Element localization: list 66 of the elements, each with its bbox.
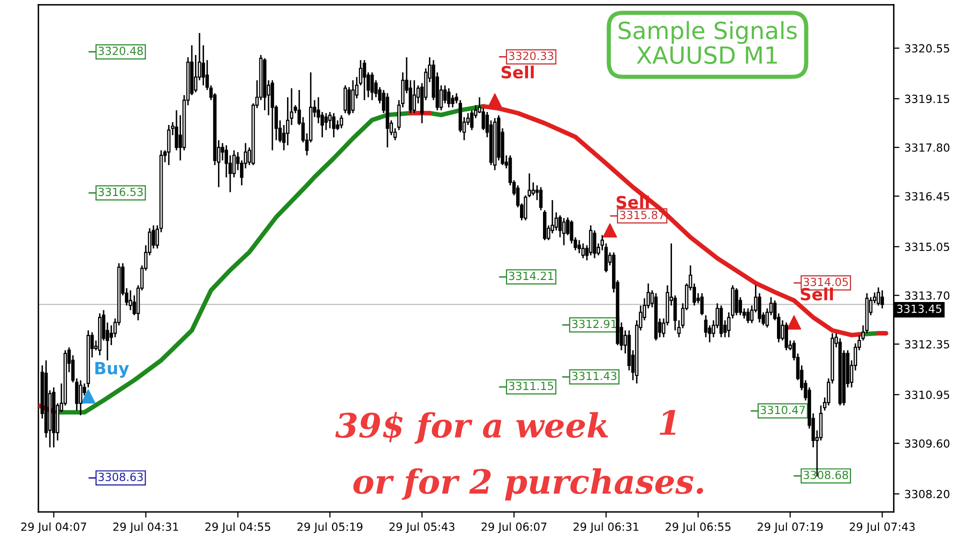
- y-tick-label: 3319.15: [905, 94, 950, 104]
- series-label: Buy: [95, 362, 129, 378]
- annotation: 3311.15: [509, 382, 554, 390]
- candlestick: [351, 80, 355, 114]
- annotation: 3314.05: [804, 278, 848, 286]
- annotation: 3310.47: [760, 406, 805, 414]
- candlestick: [78, 380, 82, 416]
- x-tick-label: 29 Jul 04:07: [21, 522, 86, 534]
- candlestick: [784, 322, 788, 351]
- x-tick-label: 29 Jul 07:43: [850, 522, 915, 534]
- candlestick: [578, 239, 581, 254]
- x-tick-label: 29 Jul 04:55: [205, 522, 270, 534]
- x-tick-label: 29 Jul 05:19: [297, 522, 362, 534]
- annotation: 39$ for a week: [335, 412, 608, 444]
- y-tick-label: 3312.35: [905, 340, 950, 348]
- candlestick: [362, 59, 366, 101]
- candlestick: [450, 94, 454, 108]
- x-tick-label: 29 Jul 06:55: [666, 522, 730, 534]
- candlestick: [412, 80, 416, 114]
- text: Sell: [502, 66, 534, 79]
- y-tick-label: 3315.05: [905, 242, 950, 252]
- candlestick: [532, 182, 535, 196]
- candlestick: [592, 230, 596, 259]
- candlestick: [324, 112, 328, 131]
- y-tick-label: 3313.70: [905, 291, 950, 300]
- annotation: 3320.48: [98, 46, 143, 56]
- y-tick-label: 3308.20: [905, 490, 950, 498]
- annotation: 3308.68: [804, 470, 848, 480]
- x-tick-label: 29 Jul 05:43: [389, 522, 454, 534]
- candlestick: [700, 292, 704, 316]
- annotation: 3316.53: [98, 188, 143, 196]
- x-tick-label: 29 Jul 04:31: [113, 522, 178, 534]
- x-tick-label: 29 Jul 06:31: [574, 522, 638, 534]
- candlestick: [447, 88, 451, 108]
- series-label: Sell: [800, 288, 833, 300]
- annotation: 3308.63: [98, 472, 143, 482]
- ref-line-label: 3313.45: [897, 304, 942, 314]
- candlestick: [880, 290, 884, 310]
- y-tick-label: 3320.55: [905, 44, 950, 53]
- x-tick-label: 29 Jul 06:07: [482, 522, 546, 534]
- annotation: 3311.43: [572, 372, 616, 380]
- annotation: 3320.33: [509, 52, 554, 60]
- candlestick: [128, 290, 132, 311]
- annotation: 1: [660, 410, 676, 435]
- candlestick: [581, 242, 585, 259]
- annotation: 3314.21: [509, 272, 554, 280]
- annotation: or for 2 purchases.: [353, 468, 704, 501]
- y-tick-label: 3316.45: [905, 192, 950, 201]
- annotation: 3312.91: [572, 320, 616, 328]
- candlestick: [332, 112, 336, 138]
- y-tick-label: 3309.60: [905, 439, 950, 448]
- candlestick: [336, 120, 340, 131]
- candlestick: [539, 186, 543, 211]
- y-tick-label: 3310.95: [905, 390, 950, 400]
- candlestick: [746, 308, 750, 324]
- candlestick: [876, 286, 880, 306]
- y-tick-label: 3317.80: [905, 143, 950, 152]
- candlestick: [562, 217, 566, 246]
- x-tick-label: 29 Jul 07:19: [758, 522, 823, 534]
- candlestick: [202, 44, 206, 86]
- candlestick: [589, 224, 592, 256]
- candlestick: [340, 114, 344, 129]
- annotation: Sample Signals XAUUSD M1: [618, 21, 797, 64]
- candlestick: [370, 72, 374, 101]
- candlestick: [344, 84, 347, 114]
- candlestick: [167, 124, 171, 166]
